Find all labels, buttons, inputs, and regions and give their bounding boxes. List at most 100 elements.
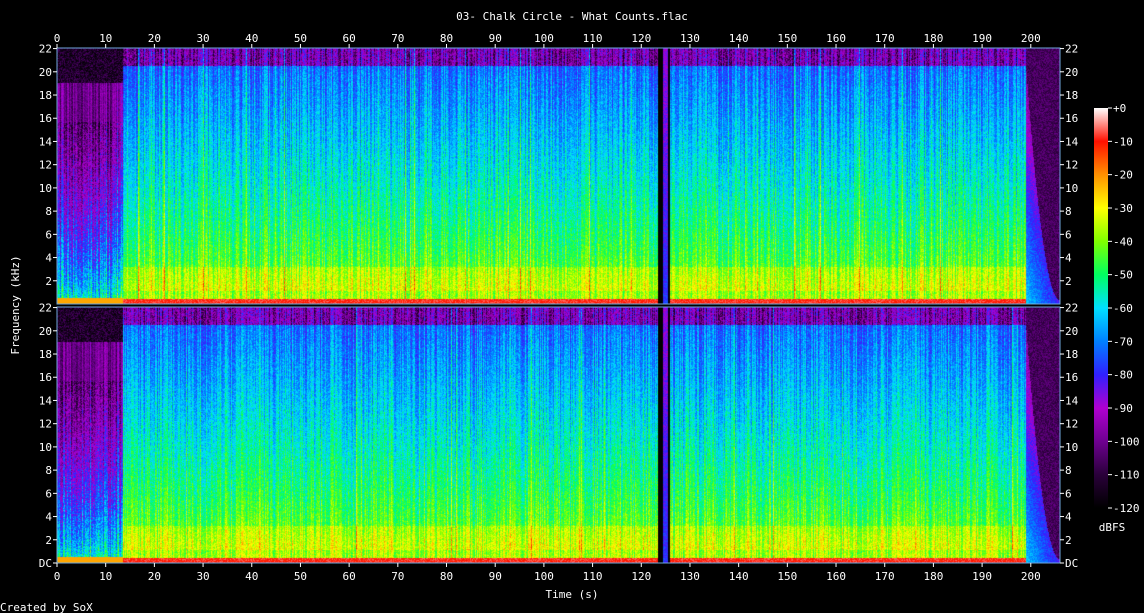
x-tick-label-bottom: 120	[631, 570, 651, 583]
x-tick-label-top: 170	[875, 32, 895, 45]
y-axis-label: Frequency (kHz)	[9, 255, 22, 354]
y-tick-label-right: 14	[1065, 135, 1079, 148]
y-tick-label-right: 22	[1065, 43, 1078, 56]
colorbar-tick-label: -70	[1113, 335, 1133, 348]
colorbar-gradient	[1094, 108, 1108, 508]
y-tick-label-left: 4	[45, 511, 52, 524]
y-tick-label-right: DC	[1065, 557, 1078, 570]
colorbar-tick-label: -100	[1113, 435, 1140, 448]
y-tick-label-left: 16	[39, 112, 52, 125]
y-tick-label-left: 18	[39, 348, 52, 361]
y-tick-label-right: 10	[1065, 182, 1078, 195]
y-tick-label-left: 6	[45, 487, 52, 500]
x-tick-label-bottom: 130	[680, 570, 700, 583]
colorbar-tick-label: -30	[1113, 202, 1133, 215]
x-axis-top: 0 10 20 30 40 50 60 70 80 90 100 110 120 130 140 150 160…	[54, 32, 1041, 48]
chart-title: 03- Chalk Circle - What Counts.flac	[456, 10, 688, 23]
x-tick-label-top: 180	[923, 32, 943, 45]
x-tick-label-bottom: 80	[440, 570, 453, 583]
x-tick-label-bottom: 200	[1021, 570, 1041, 583]
y-tick-label-right: 22	[1065, 302, 1078, 315]
x-tick-label-top: 200	[1021, 32, 1041, 45]
x-tick-label-top: 130	[680, 32, 700, 45]
y-tick-label-right: 12	[1065, 159, 1078, 172]
x-tick-label-bottom: 50	[294, 570, 307, 583]
y-axis-left: 2 4 6 8 10 12 14 16 18 20 22 DC 2 4 6 8 10 12 14 16 18 20 22	[39, 43, 57, 570]
y-tick-label-right: 14	[1065, 394, 1079, 407]
y-tick-label-left: 4	[45, 252, 52, 265]
y-tick-label-left: 20	[39, 325, 52, 338]
x-tick-label-top: 190	[972, 32, 992, 45]
colorbar-tick-label: -90	[1113, 402, 1133, 415]
y-tick-label-left: 22	[39, 43, 52, 56]
colorbar-tick-label: +0	[1113, 102, 1126, 115]
x-tick-label-top: 50	[294, 32, 307, 45]
y-tick-label-right: 16	[1065, 112, 1078, 125]
y-tick-label-left: 10	[39, 441, 52, 454]
x-tick-label-bottom: 100	[534, 570, 554, 583]
x-tick-label-bottom: 40	[245, 570, 258, 583]
channel-left-spectrogram	[57, 48, 1060, 304]
x-axis-bottom: 0 10 20 30 40 50 60 70 80 90 100 110 120 130 140 150 160…	[54, 563, 1041, 583]
colorbar-ticks: +0 -10 -20 -30 -40 -50 -60 -70 -80 -90 -100 -110 -12…	[1108, 102, 1140, 515]
x-tick-label-top: 100	[534, 32, 554, 45]
y-tick-label-left: 14	[39, 394, 53, 407]
channel-left-plot	[56, 47, 1061, 305]
y-tick-label-right: 6	[1065, 228, 1072, 241]
channel-right-frame	[56, 306, 1061, 564]
x-axis-label: Time (s)	[546, 588, 599, 601]
x-tick-label-bottom: 140	[729, 570, 749, 583]
colorbar-tick-label: -40	[1113, 235, 1133, 248]
y-tick-label-right: 10	[1065, 441, 1078, 454]
y-tick-label-right: 20	[1065, 66, 1078, 79]
channel-left-frame	[56, 47, 1061, 305]
y-tick-label-right: 4	[1065, 511, 1072, 524]
y-tick-label-right: 18	[1065, 89, 1078, 102]
x-tick-label-top: 110	[583, 32, 603, 45]
y-tick-label-right: 18	[1065, 348, 1078, 361]
y-tick-label-right: 2	[1065, 275, 1072, 288]
x-tick-label-bottom: 60	[343, 570, 356, 583]
colorbar-tick-label: -120	[1113, 502, 1140, 515]
x-tick-label-bottom: 30	[196, 570, 209, 583]
x-tick-label-top: 40	[245, 32, 258, 45]
x-tick-label-bottom: 70	[391, 570, 404, 583]
y-tick-label-right: 8	[1065, 205, 1072, 218]
x-tick-label-bottom: 190	[972, 570, 992, 583]
x-tick-label-top: 0	[54, 32, 61, 45]
y-tick-label-right: 20	[1065, 325, 1078, 338]
x-tick-label-bottom: 160	[826, 570, 846, 583]
y-tick-label-right: 4	[1065, 252, 1072, 265]
colorbar: +0 -10 -20 -30 -40 -50 -60 -70 -80 -90 -100 -110 -12…	[1094, 102, 1140, 534]
x-tick-label-bottom: 90	[489, 570, 502, 583]
colorbar-tick-label: -20	[1113, 169, 1133, 182]
y-tick-label-left: 2	[45, 275, 52, 288]
y-tick-label-left: 14	[39, 135, 53, 148]
x-tick-label-bottom: 10	[99, 570, 112, 583]
y-tick-label-left: 16	[39, 371, 52, 384]
channel-right-plot	[56, 306, 1061, 564]
x-tick-label-bottom: 110	[583, 570, 603, 583]
x-tick-label-bottom: 180	[923, 570, 943, 583]
y-tick-label-right: 2	[1065, 534, 1072, 547]
x-tick-label-top: 60	[343, 32, 356, 45]
y-tick-label-right: 16	[1065, 371, 1078, 384]
x-tick-label-top: 30	[196, 32, 209, 45]
x-tick-label-top: 80	[440, 32, 453, 45]
colorbar-tick-label: -50	[1113, 269, 1133, 282]
y-tick-label-left: 6	[45, 228, 52, 241]
x-tick-label-top: 90	[489, 32, 502, 45]
y-tick-label-left: 20	[39, 66, 52, 79]
y-tick-label-left: 2	[45, 534, 52, 547]
colorbar-tick-label: -60	[1113, 302, 1133, 315]
y-tick-label-left: 18	[39, 89, 52, 102]
colorbar-label: dBFS	[1099, 521, 1126, 534]
x-tick-label-bottom: 150	[777, 570, 797, 583]
credit-text: Created by SoX	[0, 601, 93, 613]
x-tick-label-bottom: 170	[875, 570, 895, 583]
y-tick-label-left: 8	[45, 205, 52, 218]
x-tick-label-bottom: 0	[54, 570, 61, 583]
x-tick-label-top: 10	[99, 32, 112, 45]
x-tick-label-top: 160	[826, 32, 846, 45]
